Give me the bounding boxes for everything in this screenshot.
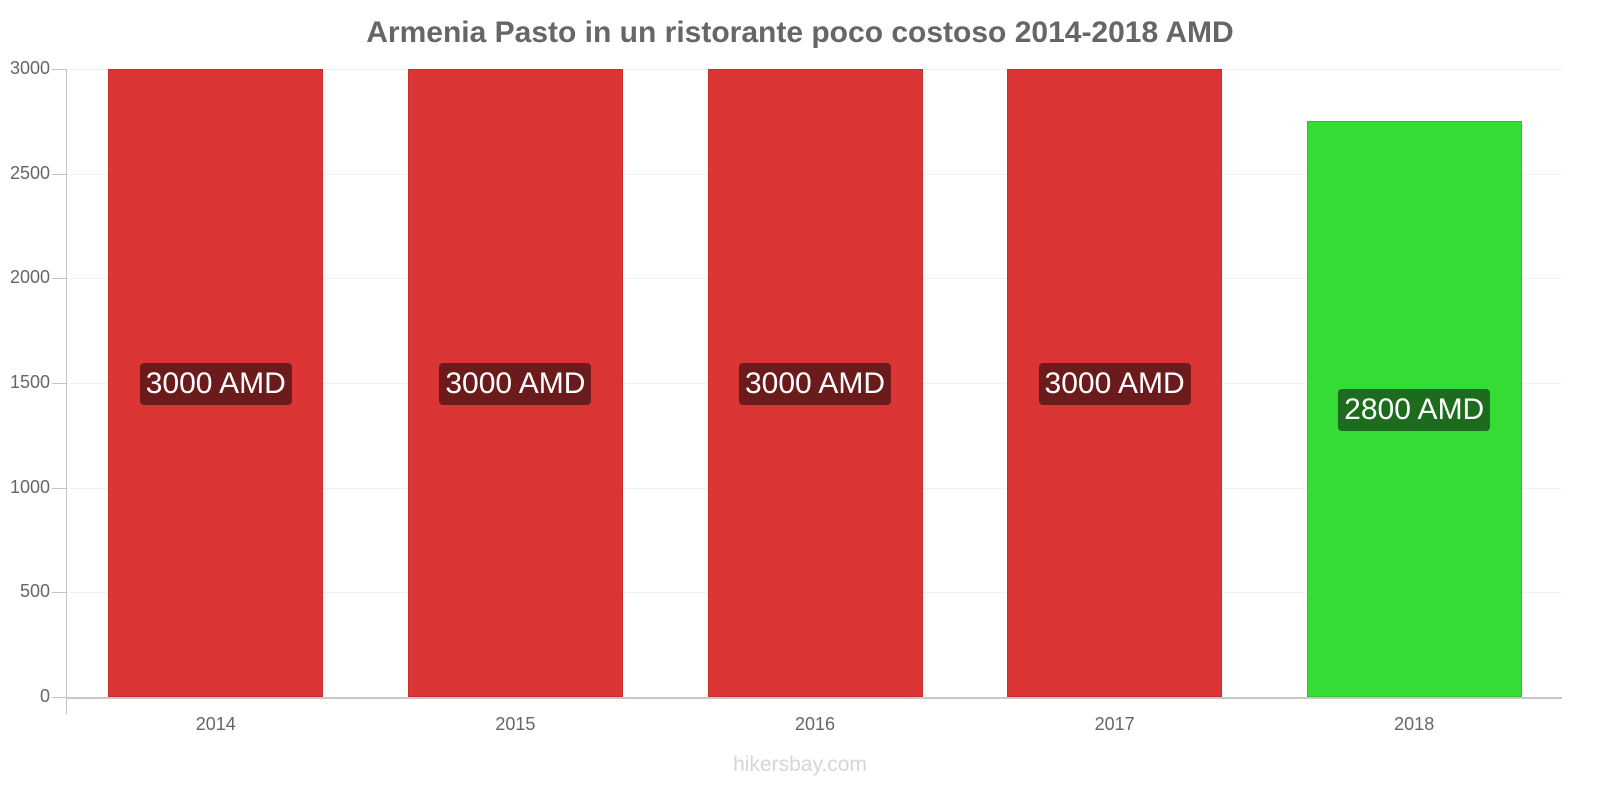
x-tick-label: 2014 xyxy=(195,714,236,734)
x-axis-line xyxy=(66,697,1562,699)
y-tick-label: 1000 xyxy=(9,476,50,497)
data-label: 2800 AMD xyxy=(1338,389,1491,432)
y-tick-mark xyxy=(52,69,66,70)
y-axis-line xyxy=(66,69,67,714)
y-tick-label: 3000 xyxy=(9,58,50,78)
data-label: 3000 AMD xyxy=(738,363,892,405)
x-tick-label: 2015 xyxy=(495,714,536,734)
y-tick-mark xyxy=(52,278,66,280)
y-tick-mark xyxy=(52,487,66,489)
data-label: 3000 AMD xyxy=(139,363,292,405)
y-tick-mark xyxy=(52,592,66,594)
y-tick-label: 0 xyxy=(39,686,50,706)
x-tick-label: 2018 xyxy=(1394,714,1435,734)
y-tick-mark xyxy=(52,383,66,384)
y-tick-mark xyxy=(52,697,66,698)
watermark: hikersbay.com xyxy=(733,753,867,776)
y-tick-label: 2500 xyxy=(9,162,50,183)
y-tick-mark xyxy=(52,173,66,175)
y-tick-label: 500 xyxy=(19,581,50,602)
y-tick-label: 2000 xyxy=(9,267,50,288)
chart-title: Armenia Pasto in un ristorante poco cost… xyxy=(366,16,1234,49)
data-label: 3000 AMD xyxy=(439,363,592,405)
x-tick-label: 2016 xyxy=(794,714,836,734)
x-tick-label: 2017 xyxy=(1094,714,1135,734)
y-tick-label: 1500 xyxy=(9,372,50,392)
data-label: 3000 AMD xyxy=(1038,363,1191,405)
